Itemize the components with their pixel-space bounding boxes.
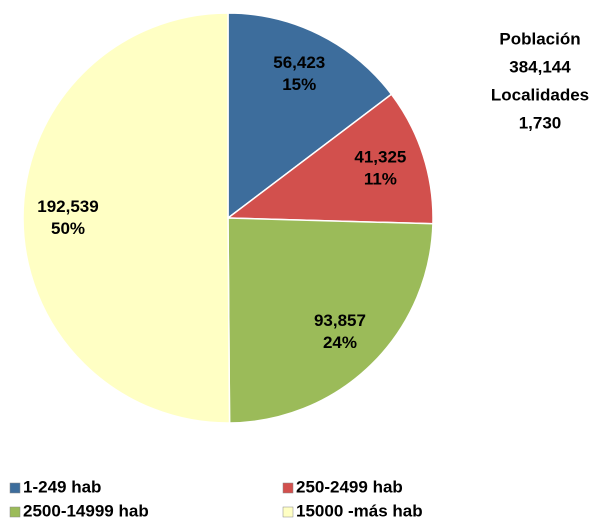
- annotation: 1,730: [519, 113, 562, 132]
- pie-slice: [22, 12, 231, 424]
- slice-percent-label: 11%: [364, 170, 397, 189]
- annotation: Localidades: [491, 85, 589, 104]
- pie-slice: [227, 12, 393, 220]
- slice-value-label: 192,539: [37, 197, 98, 216]
- annotation: 384,144: [509, 57, 571, 76]
- slice-percent-label: 15%: [282, 75, 316, 94]
- legend-swatch: [9, 506, 21, 518]
- legend-swatch: [282, 482, 294, 494]
- annotation: Población: [499, 29, 580, 48]
- legend-label: 250-2499 hab: [296, 477, 403, 496]
- slice-value-label: 56,423: [273, 53, 325, 72]
- legend-label: 1-249 hab: [23, 477, 101, 496]
- legend-label: 15000 -más hab: [296, 501, 423, 520]
- pie-slice: [225, 93, 434, 225]
- legend-label: 2500-14999 hab: [23, 501, 149, 520]
- pie-slice: [227, 217, 434, 424]
- slice-value-label: 93,857: [314, 311, 366, 330]
- slice-value-label: 41,325: [354, 148, 406, 167]
- slice-percent-label: 50%: [51, 219, 85, 238]
- legend-swatch: [282, 506, 294, 518]
- slice-percent-label: 24%: [323, 333, 357, 352]
- legend-swatch: [9, 482, 21, 494]
